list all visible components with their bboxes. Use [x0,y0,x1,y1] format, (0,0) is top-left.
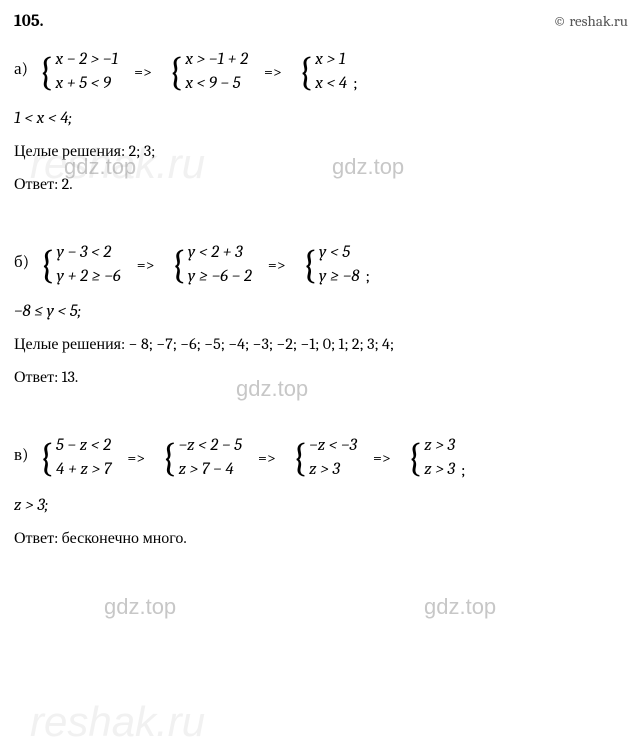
part-label: б) [14,242,29,272]
brace-group: { 5 − z < 2 4 + z > 7 [39,435,112,481]
range-line: 1 < x < 4; [14,109,628,128]
semicolon: ; [366,267,371,288]
eq-line: z > 3 [424,459,455,481]
equation-row-b: б) { y − 3 < 2 y + 2 ≥ −6 => { y < 2 + 3… [14,242,628,288]
part-label: а) [14,49,28,79]
eq-line: x < 4 [315,73,347,95]
semicolon: ; [353,74,358,95]
eq-line: y − 3 < 2 [57,242,121,264]
part-a: а) { x − 2 > −1 x + 5 < 9 => { x > −1 + … [14,49,628,194]
brace-group: { x > 1 x < 4 [298,49,347,95]
eq-line: 5 − z < 2 [56,435,111,457]
brace-icon: { [407,442,422,474]
arrow-icon: => [137,256,155,274]
brace-icon: { [292,442,307,474]
eq-line: 4 + z > 7 [56,459,111,481]
arrow-icon: => [134,63,152,81]
equation-row-c: в) { 5 − z < 2 4 + z > 7 => { −z < 2 − 5… [14,435,628,481]
int-solutions: Целые решения: 2; 3; [14,142,628,161]
arrow-icon: => [258,449,276,467]
part-c: в) { 5 − z < 2 4 + z > 7 => { −z < 2 − 5… [14,435,628,547]
eq-line: y ≥ −8 [319,266,359,288]
brace-group: { z > 3 z > 3 [407,435,455,481]
eq-line: −z < 2 − 5 [179,435,242,457]
brace-icon: { [168,56,183,88]
eq-line: z > 3 [309,459,357,481]
eq-line: x < 9 − 5 [185,73,248,95]
arrow-icon: => [127,449,145,467]
arrow-icon: => [264,63,282,81]
range-line: −8 ≤ y < 5; [14,302,628,321]
brace-group: { x − 2 > −1 x + 5 < 9 [38,49,118,95]
brace-icon: { [302,249,317,281]
answer-line: Ответ: 2. [14,175,628,194]
brace-group: { x > −1 + 2 x < 9 − 5 [168,49,248,95]
eq-line: z > 3 [424,435,455,457]
eq-line: x > 1 [315,49,347,71]
equation-row-a: а) { x − 2 > −1 x + 5 < 9 => { x > −1 + … [14,49,628,95]
bg-watermark: reshak.ru [30,698,205,746]
brace-icon: { [39,442,54,474]
eq-line: y < 5 [319,242,359,264]
eq-line: x − 2 > −1 [56,49,119,71]
brace-icon: { [170,249,185,281]
watermark: gdz.top [104,594,176,620]
brace-group: { y − 3 < 2 y + 2 ≥ −6 [39,242,121,288]
part-b: б) { y − 3 < 2 y + 2 ≥ −6 => { y < 2 + 3… [14,242,628,387]
answer-line: Ответ: бесконечно много. [14,529,628,548]
eq-line: −z < −3 [309,435,357,457]
range-line: z > 3; [14,496,628,515]
brace-icon: { [39,249,54,281]
part-label: в) [14,435,29,465]
eq-line: x > −1 + 2 [185,49,248,71]
eq-line: y < 2 + 3 [188,242,252,264]
answer-line: Ответ: 13. [14,368,628,387]
brace-icon: { [38,56,53,88]
eq-line: y + 2 ≥ −6 [57,266,121,288]
int-solutions: Целые решения: − 8; −7; −6; −5; −4; −3; … [14,335,628,354]
brace-group: { −z < −3 z > 3 [292,435,357,481]
semicolon: ; [461,461,466,482]
brace-icon: { [161,442,176,474]
brace-icon: { [298,56,313,88]
eq-line: z > 7 − 4 [179,459,242,481]
arrow-icon: => [268,256,286,274]
eq-line: x + 5 < 9 [56,73,119,95]
eq-line: y ≥ −6 − 2 [188,266,252,288]
brace-group: { y < 2 + 3 y ≥ −6 − 2 [170,242,251,288]
header: 105. © reshak.ru [14,12,628,31]
copyright: © reshak.ru [553,12,628,31]
watermark: gdz.top [424,594,496,620]
arrow-icon: => [373,449,391,467]
brace-group: { −z < 2 − 5 z > 7 − 4 [161,435,242,481]
problem-number: 105. [14,12,44,31]
brace-group: { y < 5 y ≥ −8 [302,242,360,288]
